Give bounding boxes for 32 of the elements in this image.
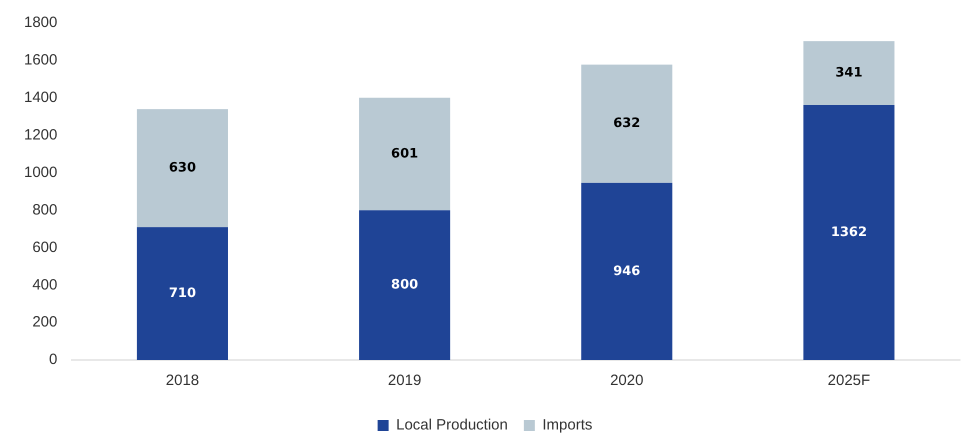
x-tick-label: 2020: [610, 372, 644, 390]
bar: [803, 41, 894, 106]
legend-label: Local Production: [396, 416, 508, 434]
bar: [359, 98, 450, 210]
y-tick-label: 0: [49, 351, 58, 368]
data-label: 946: [613, 264, 640, 279]
bar: [136, 227, 228, 360]
y-tick-label: 1800: [24, 14, 58, 32]
data-label: 601: [391, 146, 418, 162]
data-label: 800: [391, 277, 418, 292]
y-tick-label: 1400: [24, 89, 58, 106]
x-tick-label: 2019: [388, 372, 422, 390]
bar: [136, 109, 228, 228]
bar: [359, 210, 450, 360]
y-tick-label: 800: [32, 201, 58, 218]
x-tick-label: 2018: [166, 372, 200, 390]
data-label: 1362: [830, 224, 868, 240]
bar: [803, 105, 894, 360]
data-label: 710: [168, 286, 196, 301]
legend-label: Imports: [542, 416, 592, 434]
y-tick-label: 400: [32, 276, 58, 294]
bar: [581, 64, 672, 183]
y-tick-label: 1600: [24, 52, 58, 69]
data-label: 632: [613, 116, 640, 132]
bar: [581, 182, 672, 360]
y-tick-label: 600: [32, 238, 58, 256]
y-tick-label: 1000: [24, 164, 58, 181]
data-label: 341: [835, 65, 862, 80]
x-tick-label: 2025F: [828, 372, 870, 390]
data-label: 630: [168, 160, 196, 176]
y-tick-label: 1200: [24, 126, 58, 144]
y-tick-label: 200: [32, 314, 58, 331]
